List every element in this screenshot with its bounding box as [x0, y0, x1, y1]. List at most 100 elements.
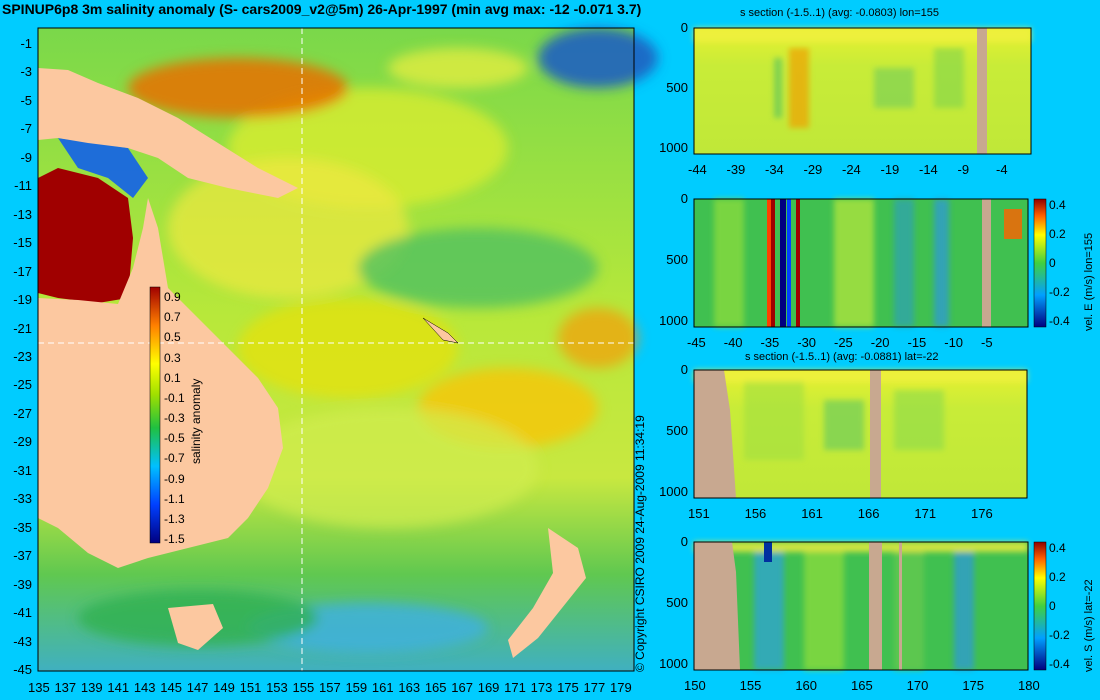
map-x-tick: 141: [107, 680, 130, 695]
panel2-colorbar: [1033, 198, 1047, 328]
panel2-x-tick: -15: [907, 335, 927, 350]
panel3-title: s section (-1.5..1) (avg: -0.0881) lat=-…: [745, 351, 939, 363]
panel1-x-tick: -24: [842, 162, 861, 177]
salinity-colorbar-tick: -1.5: [164, 532, 185, 546]
salinity-colorbar-tick: 0.9: [164, 290, 181, 304]
panel1-y-tick: 500: [666, 80, 688, 96]
panel2-y-tick: 500: [666, 252, 688, 268]
map-y-tick: -7: [20, 121, 32, 137]
land-australia: [38, 198, 283, 568]
map-x-tick: 171: [504, 680, 526, 695]
map-x-tick: 167: [451, 680, 473, 695]
map-y-tick: -25: [13, 377, 32, 393]
land-new-guinea: [38, 68, 298, 198]
panel4-x-tick: 160: [795, 678, 818, 693]
salinity-colorbar-tick: 0.7: [164, 310, 181, 325]
panel2-colorbar-tick: 0: [1049, 256, 1056, 270]
panel3-x-tick: 151: [688, 506, 710, 521]
panel3-y-tick: 1000: [659, 483, 688, 499]
panel2-colorbar-label: vel. E (m/s) lon=155: [1083, 232, 1095, 331]
map-y-tick: -9: [20, 149, 32, 165]
map-x-tick: 143: [133, 680, 156, 695]
salinity-colorbar-tick: -1.1: [164, 491, 185, 506]
map-y-tick: -15: [13, 235, 32, 251]
map-x-tick: 155: [292, 680, 315, 695]
panel2-y-tick: 1000: [659, 312, 688, 328]
panel2-colorbar-tick: -0.4: [1049, 314, 1070, 328]
map-anomaly-blobs: [78, 28, 658, 653]
panel4-x-tick: 155: [739, 678, 762, 693]
map-y-tick: -37: [13, 548, 32, 564]
panel3-section: [693, 369, 1028, 499]
panel4-x-tick: 170: [906, 678, 929, 693]
map-y-tick: -45: [13, 662, 32, 677]
panel1-y-tick: 0: [680, 20, 688, 35]
panel2-x-tick: -45: [687, 335, 706, 350]
panel2-x-tick: -40: [723, 335, 743, 350]
map-x-tick: 135: [28, 680, 50, 695]
map-y-tick: -43: [13, 633, 32, 649]
salinity-colorbar-tick: -0.5: [164, 431, 185, 446]
map-y-tick: -17: [13, 263, 32, 279]
panel4-x-tick: 150: [684, 678, 706, 693]
map-x-tick: 149: [213, 680, 235, 695]
map-y-tick: -5: [20, 92, 32, 108]
panel4-x-tick: 175: [962, 678, 985, 693]
panel1-section: [693, 27, 1032, 155]
panel3-x-tick: 176: [971, 506, 993, 521]
map-y-tick: -21: [13, 320, 32, 336]
panel4-colorbar-tick: -0.2: [1049, 628, 1070, 642]
map-y-tick: -3: [20, 64, 32, 80]
panel2-x-tick: -10: [944, 335, 964, 350]
map-x-tick: 147: [186, 680, 209, 695]
panel1-x-tick: -44: [688, 162, 707, 177]
panel3-x-tick: 156: [744, 506, 767, 521]
panel4-colorbar-tick: -0.4: [1049, 657, 1070, 671]
salinity-colorbar-tick: -1.3: [164, 511, 185, 526]
map-x-tick: 161: [371, 680, 394, 695]
panel3-y-tick: 500: [666, 423, 688, 439]
panel3-x-tick: 171: [914, 506, 937, 521]
gulf-high-anomaly: [38, 168, 133, 303]
panel2-section: [693, 198, 1029, 328]
panel4-colorbar-tick: 0: [1049, 599, 1056, 613]
panel1-x-tick: -39: [726, 162, 746, 177]
copyright-text: © Copyright CSIRO 2009 24-Aug-2009 11:34…: [633, 415, 647, 672]
map-title: SPINUP6p8 3m salinity anomaly (S- cars20…: [2, 1, 642, 17]
panel2-colorbar-tick: 0.2: [1049, 227, 1066, 241]
map-y-tick: -35: [13, 519, 32, 535]
panel2-x-tick: -5: [981, 335, 993, 350]
salinity-map: [37, 27, 658, 672]
map-y-tick: -29: [13, 434, 32, 450]
salinity-colorbar-tick: -0.3: [164, 411, 185, 425]
panel4-colorbar: [1033, 541, 1047, 671]
map-y-tick: -13: [13, 206, 32, 222]
land-tasmania: [168, 604, 223, 650]
panel1-x-tick: -29: [803, 162, 823, 177]
salinity-colorbar-tick: -0.9: [164, 471, 185, 486]
salinity-colorbar-tick: 0.3: [164, 350, 181, 365]
map-y-tick: -19: [13, 292, 32, 308]
map-y-tick: -39: [13, 576, 32, 592]
panel2-y-tick: 0: [680, 191, 688, 206]
map-x-tick: 137: [54, 680, 77, 695]
panel1-x-tick: -34: [765, 162, 784, 177]
map-y-tick: -23: [13, 349, 32, 364]
salinity-colorbar-label: salinity anomaly: [189, 378, 203, 464]
map-y-tick: -11: [14, 178, 32, 194]
panel4-section: [693, 541, 1029, 671]
gulf-edge-blue: [58, 138, 148, 198]
panel2-x-tick: -35: [760, 335, 780, 350]
salinity-colorbar: [149, 286, 161, 544]
map-x-tick: 157: [319, 680, 341, 695]
panel1-x-tick: -9: [957, 162, 970, 177]
panel4-x-tick: 180: [1018, 678, 1040, 693]
map-y-tick: -27: [13, 405, 32, 421]
panel3-y-tick: 0: [680, 362, 688, 377]
panel2-x-tick: -30: [797, 335, 817, 350]
land-new-zealand: [508, 528, 586, 658]
panel1-y-tick: 1000: [659, 139, 688, 155]
panel4-colorbar-tick: 0.4: [1049, 541, 1066, 555]
map-x-tick: 159: [345, 680, 368, 695]
map-x-tick: 175: [557, 680, 579, 695]
